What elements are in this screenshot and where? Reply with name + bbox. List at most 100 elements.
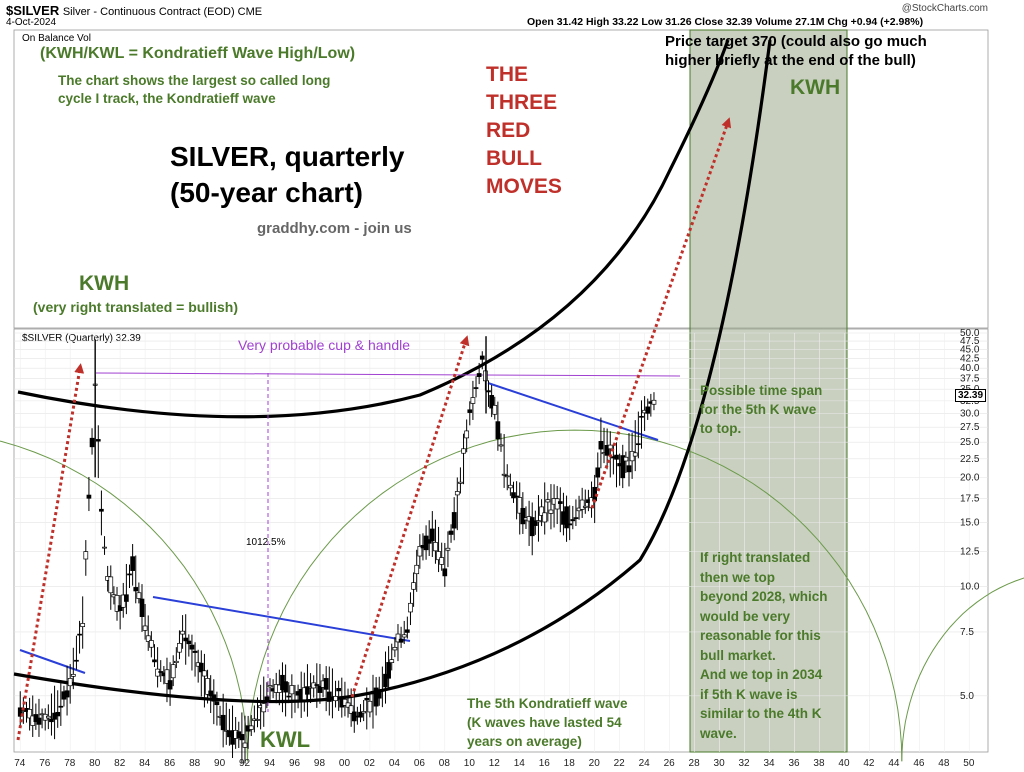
x-tick-label: 18 — [564, 758, 576, 769]
price-candle — [389, 659, 395, 663]
y-tick-label: 12.5 — [960, 546, 980, 557]
y-tick-label: 20.0 — [960, 472, 980, 483]
y-tick-label: 45.0 — [960, 345, 980, 356]
price-candle — [214, 701, 220, 706]
obv-label: On Balance Vol — [22, 33, 91, 44]
y-tick-label: 5.0 — [960, 691, 974, 702]
price-candle — [58, 705, 64, 708]
fifth-wave-note: The 5th Kondratieff wave (K waves have la… — [467, 696, 628, 749]
y-tick-label: 47.5 — [960, 336, 980, 347]
price-candle — [114, 595, 120, 612]
y-tick-label: 7.5 — [960, 627, 974, 638]
price-candle — [167, 680, 173, 690]
price-candle — [398, 638, 404, 643]
x-tick-label: 36 — [788, 758, 800, 769]
price-candle — [292, 700, 298, 703]
price-candle — [323, 678, 329, 690]
x-tick-label: 86 — [164, 758, 176, 769]
price-candle — [27, 709, 32, 719]
price-candle — [517, 497, 523, 514]
x-tick-label: 80 — [89, 758, 101, 769]
price-candle — [573, 517, 579, 519]
x-tick-label: 98 — [314, 758, 326, 769]
price-candle — [495, 421, 501, 440]
price-candle — [348, 705, 354, 714]
price-candle — [504, 475, 510, 478]
price-candle — [401, 634, 407, 638]
price-candle — [442, 568, 448, 577]
x-tick-label: 84 — [139, 758, 151, 769]
x-tick-label: 82 — [114, 758, 126, 769]
y-tick-label: 22.5 — [960, 454, 980, 465]
price-candle — [152, 659, 157, 663]
price-target-note: Price target 370 (could also go much high… — [665, 33, 927, 69]
price-candle — [604, 445, 610, 456]
price-candle — [367, 700, 373, 713]
price-candle — [529, 517, 535, 537]
price-candle — [248, 725, 254, 730]
price-candle — [336, 688, 342, 692]
price-candle — [255, 719, 260, 721]
price-candle — [501, 473, 507, 476]
trend-2011 — [487, 382, 659, 441]
price-candle — [139, 598, 145, 617]
k-waves — [0, 39, 1024, 762]
x-tick-label: 48 — [938, 758, 950, 769]
price-candle — [198, 662, 204, 673]
price-candle — [364, 697, 370, 701]
price-candle — [479, 355, 485, 360]
ohlc-readout: Open 31.42 High 33.22 Low 31.26 Close 32… — [527, 16, 924, 28]
price-candle — [564, 506, 569, 529]
x-tick-label: 34 — [763, 758, 775, 769]
price-candle — [448, 530, 454, 535]
price-candle — [283, 681, 288, 693]
symbol-title: $SILVER Silver - Continuous Contract (EO… — [6, 3, 263, 18]
cup-handle-label: Very probable cup & handle — [238, 337, 411, 353]
chart-date: 4-Oct-2024 — [6, 17, 57, 28]
x-tick-label: 20 — [589, 758, 601, 769]
price-candle — [67, 678, 73, 687]
trend-1974 — [19, 649, 86, 674]
kwh-left-label: KWH — [79, 272, 130, 295]
price-candle — [520, 507, 526, 525]
top-panel-frame — [13, 29, 989, 329]
price-candle — [358, 711, 363, 718]
price-candle — [83, 551, 89, 560]
price-candle — [445, 547, 451, 551]
y-tick-label: 42.5 — [960, 354, 980, 365]
last-price-tag: 32.39 — [955, 389, 987, 402]
red-bull-moves: THE THREE RED BULL MOVES — [486, 63, 562, 198]
price-candle — [170, 664, 176, 679]
x-tick-label: 92 — [239, 758, 251, 769]
price-candle — [511, 492, 516, 499]
price-candle — [376, 689, 382, 699]
price-candle — [317, 685, 323, 693]
price-candle — [532, 520, 538, 526]
price-candle — [333, 696, 338, 702]
price-candle — [342, 698, 348, 706]
price-candle — [239, 734, 245, 741]
price-candle — [89, 437, 95, 448]
price-candle — [149, 640, 154, 648]
price-candle — [439, 557, 445, 565]
price-candle — [164, 669, 170, 684]
price-candle — [173, 660, 179, 663]
price-candle — [579, 499, 585, 510]
red-arrow-2 — [350, 335, 470, 698]
x-tick-label: 16 — [539, 758, 551, 769]
price-candle — [136, 592, 142, 599]
price-candle — [55, 711, 61, 717]
y-tick-label: 40.0 — [960, 363, 980, 374]
price-candle — [202, 670, 207, 677]
price-candle — [124, 594, 129, 602]
price-candle — [557, 501, 563, 504]
kwh-definition: (KWH/KWL = Kondratieff Wave High/Low) — [40, 45, 356, 62]
price-candle — [186, 640, 192, 645]
price-candle — [514, 495, 519, 498]
stockcharts-credit: @StockCharts.com — [901, 3, 988, 14]
y-tick-label: 15.0 — [960, 518, 980, 529]
price-candle — [417, 546, 423, 557]
x-tick-label: 90 — [214, 758, 226, 769]
lower-cup-curve — [13, 39, 772, 704]
y-tick-label: 25.0 — [960, 437, 980, 448]
